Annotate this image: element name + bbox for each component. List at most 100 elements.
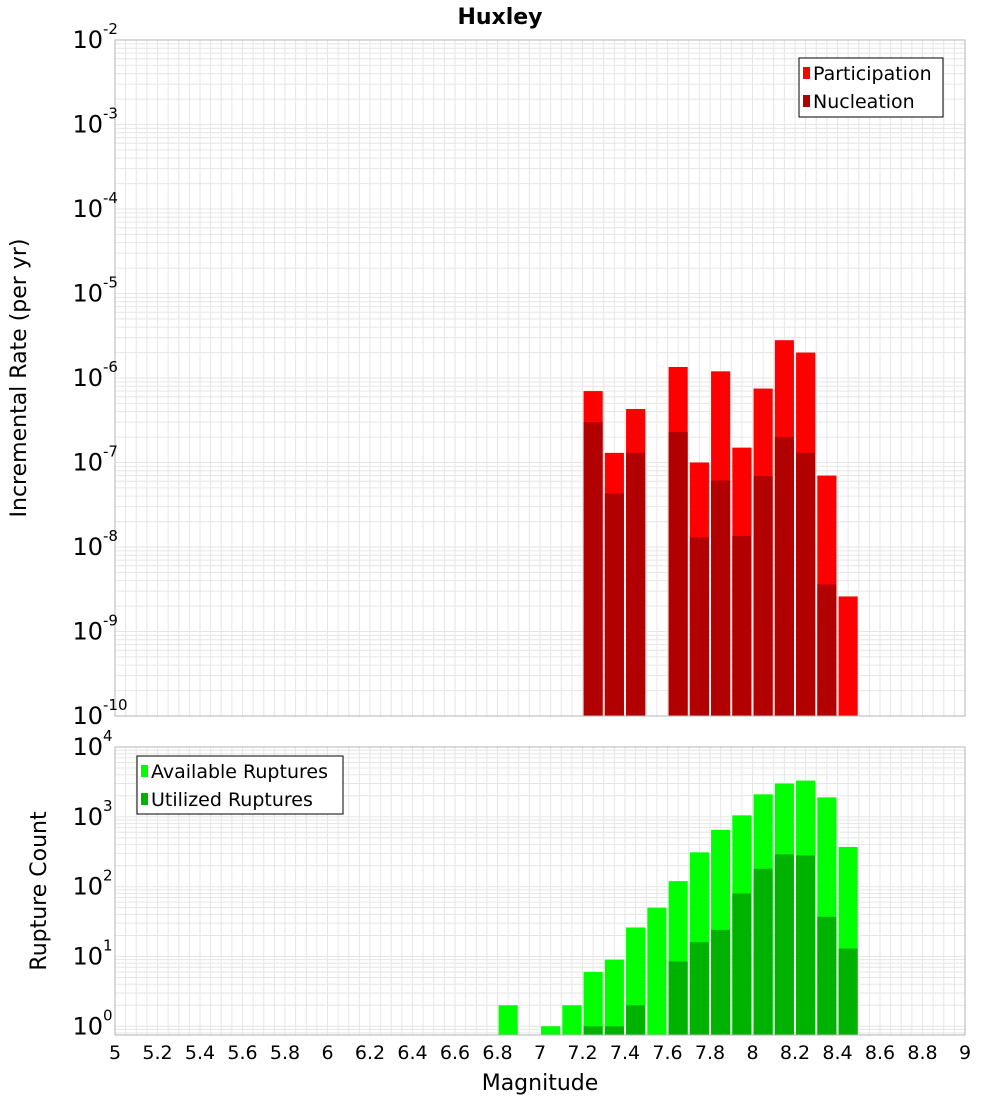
count-y-tick-exponent: 0 bbox=[103, 1006, 113, 1024]
x-tick-label: 7.6 bbox=[652, 1042, 682, 1064]
rate-y-tick-exponent: -4 bbox=[103, 189, 118, 207]
rate-y-tick-label: 10 bbox=[72, 280, 103, 308]
rate-legend-swatch bbox=[803, 95, 810, 107]
rate-bar-inner bbox=[753, 476, 773, 716]
rate-legend-label: Nucleation bbox=[813, 91, 915, 113]
rate-bar-inner bbox=[796, 452, 816, 716]
count-bar-inner bbox=[838, 948, 858, 1035]
rate-y-tick-label: 10 bbox=[72, 702, 103, 730]
rate-bar-inner bbox=[732, 535, 752, 716]
x-tick-label: 8.4 bbox=[822, 1042, 852, 1064]
count-bar-outer bbox=[498, 1005, 518, 1035]
count-bar-inner bbox=[689, 942, 709, 1035]
count-y-tick-label: 10 bbox=[72, 803, 103, 831]
count-plot-frame bbox=[114, 746, 966, 1036]
rate-bar-inner bbox=[711, 480, 731, 716]
count-y-tick-label: 10 bbox=[72, 942, 103, 970]
rate-y-tick-exponent: -2 bbox=[103, 20, 118, 38]
count-legend bbox=[136, 755, 344, 815]
count-bar-inner bbox=[668, 961, 688, 1035]
y-axis-label-count: Rupture Count bbox=[27, 811, 52, 971]
count-bar-inner bbox=[711, 929, 731, 1035]
count-bar-inner bbox=[774, 854, 794, 1035]
count-bar-outer bbox=[562, 1005, 582, 1035]
x-tick-label: 7 bbox=[534, 1042, 546, 1064]
rate-legend-label: Participation bbox=[813, 63, 932, 85]
rate-y-tick-label: 10 bbox=[72, 364, 103, 392]
x-tick-label: 6.2 bbox=[355, 1042, 385, 1064]
count-legend-swatch bbox=[141, 793, 148, 805]
x-tick-label: 8.2 bbox=[780, 1042, 810, 1064]
count-bar-inner bbox=[604, 1026, 624, 1035]
y-axis-label-rate: Incremental Rate (per yr) bbox=[7, 239, 32, 518]
x-axis: 5 5.2 5.4 5.6 5.8 6 6.2 6.4 6.6 6.8 7 7.2 7.4 7.6 7.8 8… bbox=[109, 1042, 971, 1064]
count-bar-inner bbox=[817, 916, 837, 1035]
x-tick-label: 5.6 bbox=[227, 1042, 257, 1064]
x-tick-label: 8 bbox=[746, 1042, 758, 1064]
count-y-tick-exponent: 2 bbox=[103, 867, 113, 885]
count-bar-outer bbox=[583, 971, 603, 1035]
rate-y-tick-label: 10 bbox=[72, 111, 103, 139]
rate-bar-inner bbox=[817, 584, 837, 716]
rate-y-tick-exponent: -7 bbox=[103, 443, 118, 461]
count-legend-label: Available Ruptures bbox=[151, 761, 328, 783]
x-tick-label: 5.4 bbox=[185, 1042, 215, 1064]
rate-bar-outer bbox=[838, 596, 858, 716]
x-tick-label: 5.8 bbox=[270, 1042, 300, 1064]
count-y-tick-label: 10 bbox=[72, 733, 103, 761]
rate-y-tick-exponent: -9 bbox=[103, 612, 118, 630]
x-tick-label: 6.4 bbox=[397, 1042, 427, 1064]
x-tick-label: 6.8 bbox=[482, 1042, 512, 1064]
count-bar-inner bbox=[626, 1005, 646, 1035]
rate-y-tick-label: 10 bbox=[72, 26, 103, 54]
count-bar-inner bbox=[753, 868, 773, 1035]
rate-y-tick-label: 10 bbox=[72, 449, 103, 477]
rate-bar-inner bbox=[626, 452, 646, 716]
count-y-tick-exponent: 4 bbox=[103, 727, 113, 745]
x-axis-label: Magnitude bbox=[482, 1071, 599, 1096]
rate-bar-inner bbox=[774, 437, 794, 716]
rate-y-tick-label: 10 bbox=[72, 618, 103, 646]
rate-y-tick-label: 10 bbox=[72, 533, 103, 561]
count-y-tick-label: 10 bbox=[72, 1012, 103, 1040]
chart-title: Huxley bbox=[457, 5, 542, 30]
count-y-tick-exponent: 1 bbox=[103, 936, 113, 954]
x-tick-label: 8.6 bbox=[865, 1042, 895, 1064]
count-bar-inner bbox=[583, 1026, 603, 1035]
rate-y-tick-exponent: -6 bbox=[103, 358, 118, 376]
rate-y-tick-exponent: -8 bbox=[103, 527, 118, 545]
rate-legend bbox=[798, 57, 944, 118]
rate-plot-frame bbox=[114, 39, 966, 717]
rate-bar-inner bbox=[668, 431, 688, 716]
count-legend-swatch bbox=[141, 765, 148, 777]
rate-y-tick-exponent: -5 bbox=[103, 274, 118, 292]
x-tick-label: 7.4 bbox=[610, 1042, 640, 1064]
x-tick-label: 6.6 bbox=[440, 1042, 470, 1064]
count-legend-label: Utilized Ruptures bbox=[151, 789, 313, 811]
rate-legend-swatch bbox=[803, 67, 810, 79]
x-tick-label: 8.8 bbox=[907, 1042, 937, 1064]
x-tick-label: 5 bbox=[109, 1042, 121, 1064]
count-bar-inner bbox=[796, 855, 816, 1035]
count-bar-outer bbox=[604, 959, 624, 1035]
rate-bar-inner bbox=[583, 422, 603, 716]
x-tick-label: 6 bbox=[321, 1042, 333, 1064]
rate-y-tick-exponent: -10 bbox=[103, 696, 128, 714]
count-y-tick-exponent: 3 bbox=[103, 797, 113, 815]
count-bar-outer bbox=[541, 1026, 561, 1035]
count-bar-inner bbox=[732, 893, 752, 1035]
count-bar-outer bbox=[647, 907, 667, 1035]
x-tick-label: 5.2 bbox=[142, 1042, 172, 1064]
x-tick-label: 7.8 bbox=[695, 1042, 725, 1064]
x-tick-label: 7.2 bbox=[567, 1042, 597, 1064]
rate-y-tick-label: 10 bbox=[72, 195, 103, 223]
rate-y-tick-exponent: -3 bbox=[103, 105, 118, 123]
rate-bar-inner bbox=[604, 493, 624, 716]
x-tick-label: 9 bbox=[959, 1042, 971, 1064]
count-y-tick-label: 10 bbox=[72, 873, 103, 901]
rate-bar-inner bbox=[689, 537, 709, 716]
